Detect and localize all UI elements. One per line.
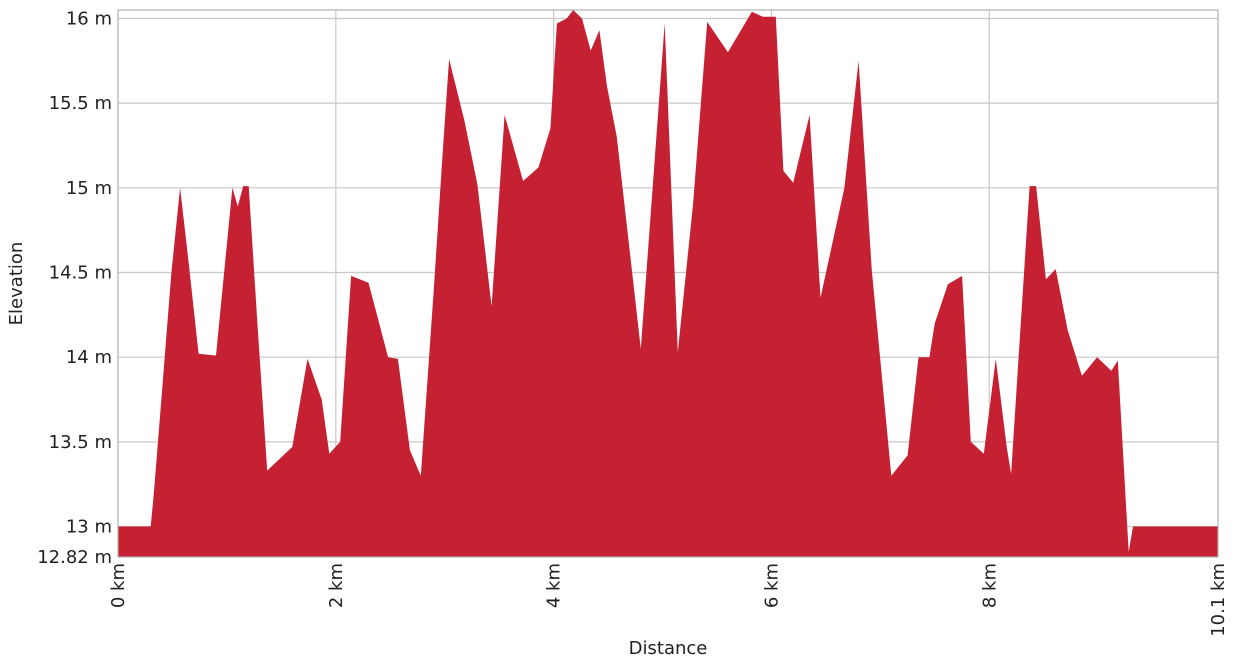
x-tick-label: 4 km <box>544 563 565 608</box>
y-tick-label: 16 m <box>66 8 112 29</box>
y-tick-label: 14.5 m <box>49 262 112 283</box>
y-axis-label: Elevation <box>6 242 27 326</box>
y-tick-label: 12.82 m <box>37 547 112 568</box>
x-tick-label: 8 km <box>979 563 1000 608</box>
plot-frame <box>117 9 1219 558</box>
y-tick-label: 13 m <box>66 517 112 538</box>
x-tick-label: 10.1 km <box>1208 563 1229 637</box>
y-axis-ticks: 12.82 m 13 m 13.5 m 14 m 14.5 m 15 m 15.5 m 16 … <box>37 8 112 568</box>
x-tick-label: 2 km <box>326 563 347 608</box>
y-tick-label: 15 m <box>66 178 112 199</box>
y-tick-label: 14 m <box>66 347 112 368</box>
y-tick-label: 15.5 m <box>49 93 112 114</box>
y-tick-label: 13.5 m <box>49 432 112 453</box>
x-tick-label: 6 km <box>761 563 782 608</box>
x-tick-label: 0 km <box>108 563 129 608</box>
x-axis-ticks: 0 km 2 km 4 km 6 km 8 km 10.1 km <box>108 563 1229 637</box>
elevation-area <box>118 10 1218 557</box>
x-axis-label: Distance <box>629 638 708 659</box>
